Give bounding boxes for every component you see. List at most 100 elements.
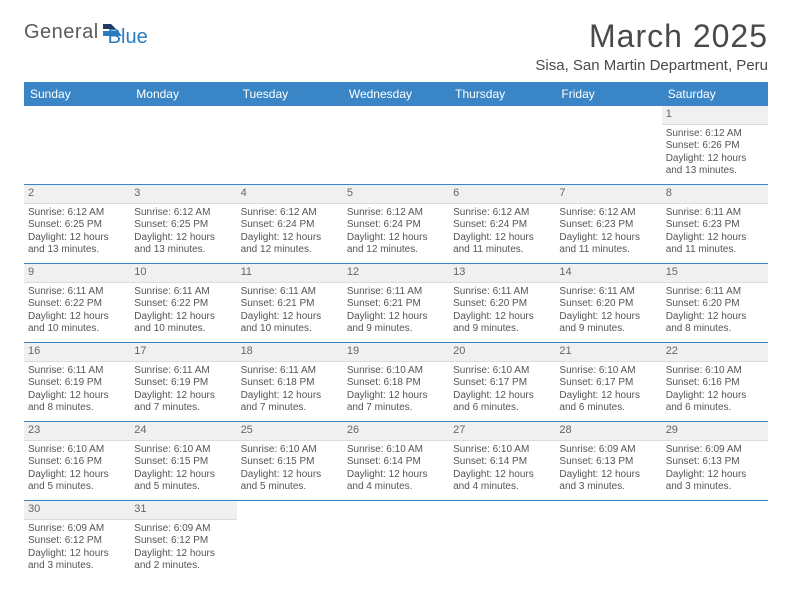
daylight-text: Daylight: 12 hours and 3 minutes. <box>559 469 657 494</box>
day-body: Sunrise: 6:11 AMSunset: 6:21 PMDaylight:… <box>343 283 449 340</box>
day-cell: 26Sunrise: 6:10 AMSunset: 6:14 PMDayligh… <box>343 422 449 500</box>
day-number: 17 <box>130 343 236 362</box>
day-body: Sunrise: 6:11 AMSunset: 6:21 PMDaylight:… <box>237 283 343 340</box>
month-title: March 2025 <box>535 18 768 55</box>
daylight-text: Daylight: 12 hours and 5 minutes. <box>28 469 126 494</box>
sunset-text: Sunset: 6:21 PM <box>241 298 339 311</box>
sunset-text: Sunset: 6:20 PM <box>666 298 764 311</box>
day-cell: .. <box>237 501 343 579</box>
day-cell: 3Sunrise: 6:12 AMSunset: 6:25 PMDaylight… <box>130 185 236 263</box>
daylight-text: Daylight: 12 hours and 13 minutes. <box>134 232 232 257</box>
day-number: 29 <box>662 422 768 441</box>
location-text: Sisa, San Martin Department, Peru <box>535 57 768 74</box>
sunrise-text: Sunrise: 6:12 AM <box>347 207 445 220</box>
day-cell: 16 Sunrise: 6:11 AMSunset: 6:19 PMDayligh… <box>24 343 130 421</box>
sunrise-text: Sunrise: 6:10 AM <box>347 444 445 457</box>
week-row: 9Sunrise: 6:11 AMSunset: 6:22 PMDaylight… <box>24 264 768 343</box>
daylight-text: Daylight: 12 hours and 9 minutes. <box>347 311 445 336</box>
day-number: 9 <box>24 264 130 283</box>
daylight-text: Daylight: 12 hours and 6 minutes. <box>666 390 764 415</box>
day-number: 12 <box>343 264 449 283</box>
day-cell: 23Sunrise: 6:10 AMSunset: 6:16 PMDayligh… <box>24 422 130 500</box>
day-body: Sunrise: 6:11 AMSunset: 6:20 PMDaylight:… <box>555 283 661 340</box>
day-number: 28 <box>555 422 661 441</box>
day-number: 16 <box>24 343 130 362</box>
sunrise-text: Sunrise: 6:10 AM <box>453 365 551 378</box>
daylight-text: Daylight: 12 hours and 3 minutes. <box>666 469 764 494</box>
sunrise-text: Sunrise: 6:11 AM <box>241 365 339 378</box>
day-cell: 1Sunrise: 6:12 AMSunset: 6:26 PMDaylight… <box>662 106 768 184</box>
day-body: Sunrise: 6:09 AMSunset: 6:13 PMDaylight:… <box>662 441 768 498</box>
day-body: Sunrise: 6:11 AMSunset: 6:22 PMDaylight:… <box>130 283 236 340</box>
day-header-tue: Tuesday <box>237 82 343 106</box>
day-cell: 7Sunrise: 6:12 AMSunset: 6:23 PMDaylight… <box>555 185 661 263</box>
day-number: 22 <box>662 343 768 362</box>
sunrise-text: Sunrise: 6:10 AM <box>559 365 657 378</box>
day-number: 21 <box>555 343 661 362</box>
day-number: 4 <box>237 185 343 204</box>
sunset-text: Sunset: 6:24 PM <box>453 219 551 232</box>
day-number: 27 <box>449 422 555 441</box>
day-number: 8 <box>662 185 768 204</box>
sunset-text: Sunset: 6:26 PM <box>666 140 764 153</box>
sunrise-text: Sunrise: 6:10 AM <box>666 365 764 378</box>
day-number: 2 <box>24 185 130 204</box>
daylight-text: Daylight: 12 hours and 5 minutes. <box>134 469 232 494</box>
title-block: March 2025 Sisa, San Martin Department, … <box>535 18 768 74</box>
sunrise-text: Sunrise: 6:10 AM <box>134 444 232 457</box>
sunset-text: Sunset: 6:17 PM <box>453 377 551 390</box>
daylight-text: Daylight: 12 hours and 7 minutes. <box>347 390 445 415</box>
day-cell: .. <box>343 106 449 184</box>
sunset-text: Sunset: 6:19 PM <box>28 377 126 390</box>
sunrise-text: Sunrise: 6:12 AM <box>241 207 339 220</box>
day-number: 13 <box>449 264 555 283</box>
daylight-text: Daylight: 12 hours and 5 minutes. <box>241 469 339 494</box>
day-number: 19 <box>343 343 449 362</box>
daylight-text: Daylight: 12 hours and 11 minutes. <box>559 232 657 257</box>
sunrise-text: Sunrise: 6:11 AM <box>28 365 126 378</box>
day-body: Sunrise: 6:10 AMSunset: 6:18 PMDaylight:… <box>343 362 449 419</box>
day-cell: 13Sunrise: 6:11 AMSunset: 6:20 PMDayligh… <box>449 264 555 342</box>
daylight-text: Daylight: 12 hours and 12 minutes. <box>347 232 445 257</box>
day-number: 23 <box>24 422 130 441</box>
day-cell: 24 Sunrise: 6:10 AMSunset: 6:15 PMDayligh… <box>130 422 236 500</box>
day-cell: .. <box>449 501 555 579</box>
daylight-text: Daylight: 12 hours and 8 minutes. <box>28 390 126 415</box>
day-cell: 19Sunrise: 6:10 AMSunset: 6:18 PMDayligh… <box>343 343 449 421</box>
sunset-text: Sunset: 6:22 PM <box>28 298 126 311</box>
day-header-thu: Thursday <box>449 82 555 106</box>
sunset-text: Sunset: 6:12 PM <box>134 535 232 548</box>
day-body: Sunrise: 6:11 AMSunset: 6:20 PMDaylight:… <box>662 283 768 340</box>
day-cell: 27Sunrise: 6:10 AMSunset: 6:14 PMDayligh… <box>449 422 555 500</box>
daylight-text: Daylight: 12 hours and 13 minutes. <box>28 232 126 257</box>
day-number: 24 <box>130 422 236 441</box>
sunrise-text: Sunrise: 6:10 AM <box>28 444 126 457</box>
day-number: 14 <box>555 264 661 283</box>
sunset-text: Sunset: 6:19 PM <box>134 377 232 390</box>
calendar-grid: Sunday Monday Tuesday Wednesday Thursday… <box>24 82 768 579</box>
day-body: Sunrise: 6:10 AMSunset: 6:17 PMDaylight:… <box>449 362 555 419</box>
sunrise-text: Sunrise: 6:10 AM <box>347 365 445 378</box>
day-cell: 11Sunrise: 6:11 AMSunset: 6:21 PMDayligh… <box>237 264 343 342</box>
brand-part2: Blue <box>108 28 148 46</box>
day-cell: 21Sunrise: 6:10 AMSunset: 6:17 PMDayligh… <box>555 343 661 421</box>
day-body: Sunrise: 6:12 AMSunset: 6:23 PMDaylight:… <box>555 204 661 261</box>
week-row: 30Sunrise: 6:09 AMSunset: 6:12 PMDayligh… <box>24 501 768 579</box>
day-number: 6 <box>449 185 555 204</box>
sunset-text: Sunset: 6:14 PM <box>347 456 445 469</box>
sunset-text: Sunset: 6:13 PM <box>559 456 657 469</box>
day-cell: .. <box>449 106 555 184</box>
day-cell: .. <box>24 106 130 184</box>
day-cell: 29Sunrise: 6:09 AMSunset: 6:13 PMDayligh… <box>662 422 768 500</box>
sunset-text: Sunset: 6:25 PM <box>28 219 126 232</box>
day-cell: .. <box>343 501 449 579</box>
day-number: 10 <box>130 264 236 283</box>
day-number: 15 <box>662 264 768 283</box>
sunset-text: Sunset: 6:15 PM <box>134 456 232 469</box>
day-cell: 31Sunrise: 6:09 AMSunset: 6:12 PMDayligh… <box>130 501 236 579</box>
sunrise-text: Sunrise: 6:11 AM <box>134 365 232 378</box>
sunset-text: Sunset: 6:12 PM <box>28 535 126 548</box>
daylight-text: Daylight: 12 hours and 4 minutes. <box>347 469 445 494</box>
day-header-row: Sunday Monday Tuesday Wednesday Thursday… <box>24 82 768 106</box>
sunrise-text: Sunrise: 6:12 AM <box>28 207 126 220</box>
